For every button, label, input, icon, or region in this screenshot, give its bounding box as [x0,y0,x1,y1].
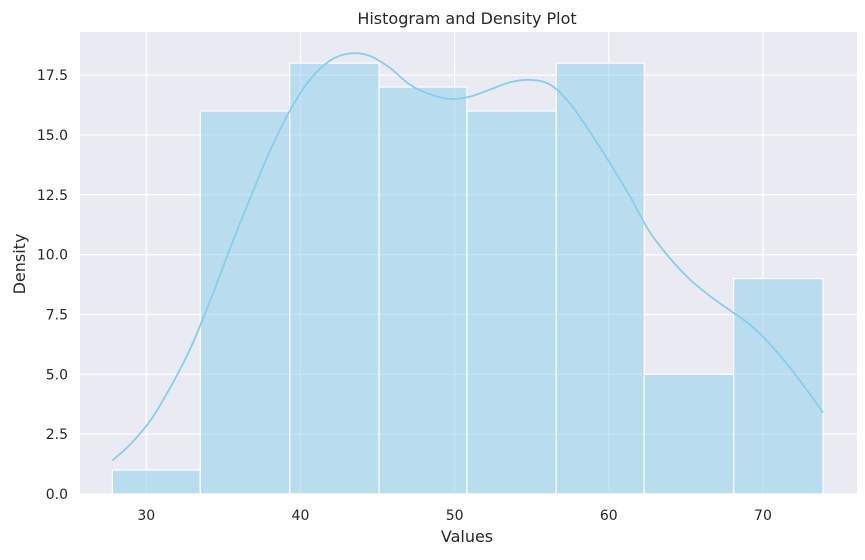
histogram-bars [111,62,824,495]
y-axis-title: Density [10,234,29,295]
x-tick-label: 60 [600,508,618,524]
y-tick-label: 10.0 [37,248,68,264]
y-tick-label: 0.0 [46,487,68,503]
x-axis-title: Values [441,527,493,546]
tick-labels: 30 40 50 60 70 0.0 2.5 5.0 7.5 10.0 12.5 15.0 17.5 [37,68,772,524]
y-tick-label: 7.5 [46,307,68,323]
histogram-bar [289,62,380,495]
density-curve [111,52,824,462]
y-tick-label: 5.0 [46,367,68,383]
histogram-bar [199,110,291,495]
x-tick-label: 40 [292,508,310,524]
histogram-bar [466,110,557,495]
chart-title: Histogram and Density Plot [357,9,576,28]
x-tick-label: 70 [754,508,772,524]
histogram-bar [111,469,201,495]
density-curve-layer [111,52,824,462]
y-tick-label: 12.5 [37,188,68,204]
y-tick-label: 17.5 [37,68,68,84]
x-tick-label: 50 [446,508,464,524]
histogram-bar [643,373,735,495]
y-tick-label: 2.5 [46,427,68,443]
histogram-bar [555,62,645,495]
histogram-bar [733,277,824,495]
y-tick-label: 15.0 [37,128,68,144]
histogram-bar [378,86,468,495]
x-tick-label: 30 [137,508,155,524]
